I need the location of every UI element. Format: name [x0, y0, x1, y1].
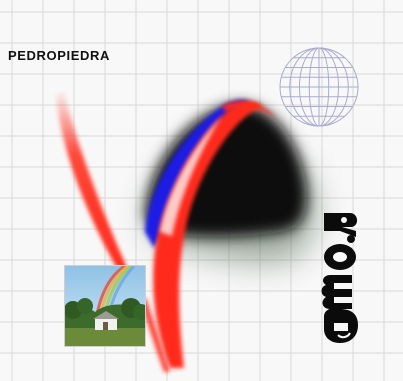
white-highlight: [160, 116, 222, 236]
wireframe-globe-icon: [279, 47, 359, 127]
blue-ribbon: [145, 100, 250, 248]
amor-logo: [321, 213, 358, 343]
artist-name: PEDROPIEDRA: [8, 48, 110, 63]
left-red-streak: [56, 92, 128, 270]
red-ribbon: [153, 101, 262, 369]
red-tail: [140, 298, 170, 372]
landscape-photo: [64, 265, 146, 347]
red-arch-edge: [222, 101, 276, 118]
